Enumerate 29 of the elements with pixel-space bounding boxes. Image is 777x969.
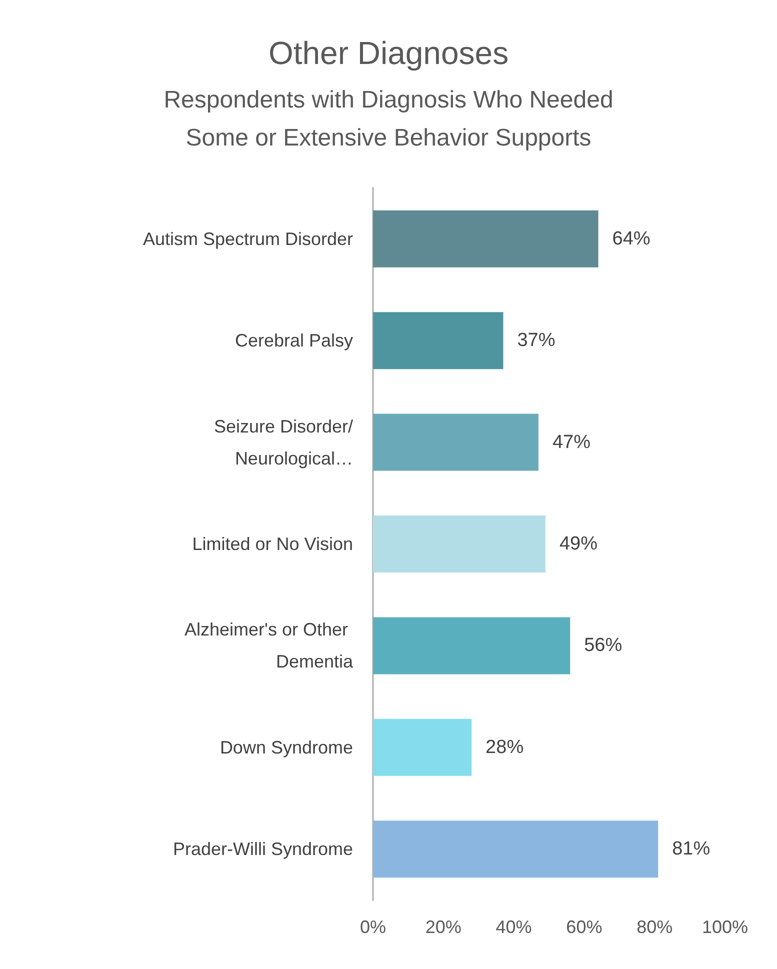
y-tick-label: Down Syndrome [220,737,353,758]
x-tick-label: 0% [360,917,386,937]
chart-title: Other Diagnoses [268,35,509,71]
x-tick-label: 80% [636,917,673,937]
chart-subtitle: Respondents with Diagnosis Who Needed Some or Extensive Behavior Supports [164,86,614,152]
bar [373,516,546,572]
bar [373,210,598,268]
y-tick-label: Seizure Disorder/Neurological… [214,416,353,468]
y-tick-label: Alzheimer's or Other Dementia [184,620,354,672]
y-tick-label: Cerebral Palsy [234,330,353,351]
data-label: 47% [552,432,591,453]
x-tick-label: 20% [425,917,462,937]
data-label: 49% [559,534,598,554]
data-label: 28% [486,736,524,758]
x-tick-label: 40% [496,917,532,937]
data-label: 81% [672,838,710,860]
y-tick-label: Autism Spectrum Disorder [142,228,353,249]
bar [373,820,658,878]
data-label: 64% [612,228,650,250]
bar [373,414,538,471]
y-tick-label: Prader-Willi Syndrome [172,839,353,860]
x-tick-label: 60% [566,917,602,937]
data-label: 37% [517,330,556,352]
bar [373,718,472,776]
x-tick-label: 100% [702,917,748,937]
bar [373,617,570,674]
bar [373,312,504,370]
y-tick-label: Limited or No Vision [192,534,353,554]
data-label: 56% [584,635,622,656]
